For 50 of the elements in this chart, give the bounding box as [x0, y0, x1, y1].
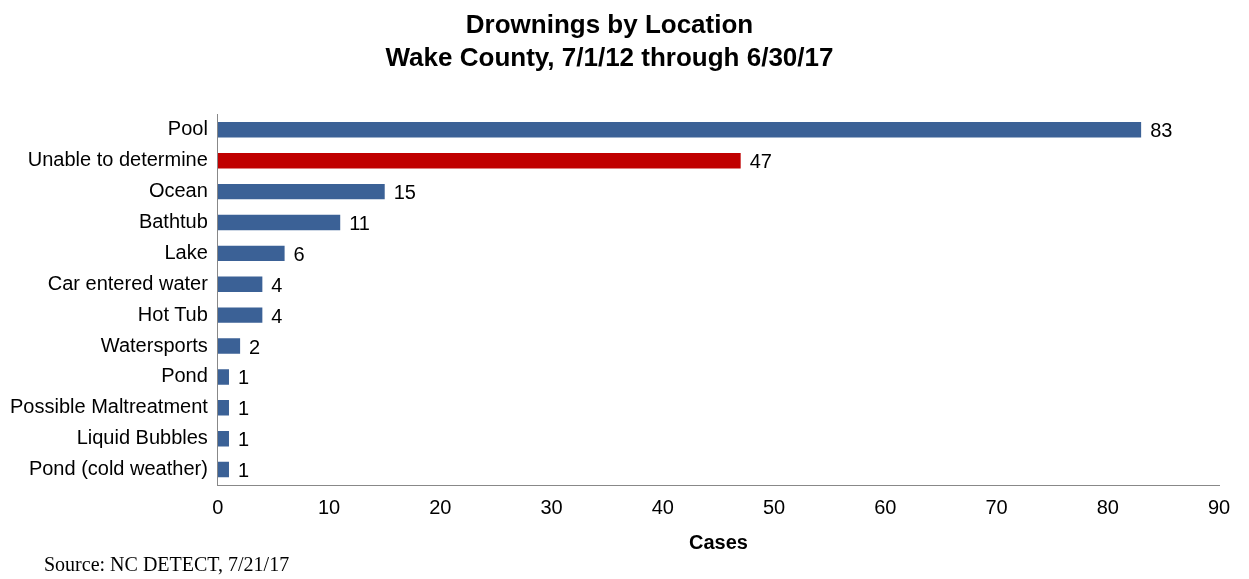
data-label: 11: [349, 212, 370, 235]
bar: [217, 369, 229, 385]
bar: [217, 153, 741, 169]
chart-title: Drownings by Location: [465, 8, 754, 39]
bar: [217, 307, 263, 323]
y-tick-label: Pool: [167, 117, 208, 140]
bar: [217, 214, 341, 231]
y-tick-label: Watersports: [100, 333, 208, 356]
x-tick-label: 0: [212, 495, 224, 518]
bar: [217, 276, 263, 292]
bar: [217, 400, 229, 416]
x-tick-label: 30: [540, 495, 563, 518]
bar: [217, 338, 241, 354]
data-label: 4: [271, 304, 283, 327]
y-tick-label: Ocean: [148, 179, 208, 202]
bar: [217, 461, 229, 478]
x-tick-label: 40: [651, 495, 674, 518]
bar: [217, 430, 229, 447]
x-tick-label: 60: [874, 495, 897, 518]
x-tick-label: 90: [1207, 495, 1231, 518]
y-tick-label: Car entered water: [47, 271, 209, 294]
x-tick-label: 50: [762, 495, 786, 518]
y-tick-label: Lake: [164, 240, 208, 263]
bar: [217, 122, 1142, 138]
data-label: 2: [249, 335, 261, 358]
x-tick-label: 70: [985, 495, 1008, 518]
data-label: 15: [393, 181, 416, 204]
data-label: 1: [237, 459, 250, 482]
data-label: 1: [237, 428, 250, 451]
data-label: 4: [271, 273, 283, 296]
x-tick-label: 20: [429, 495, 452, 518]
x-axis-title: Cases: [688, 530, 748, 553]
data-label: 47: [749, 150, 772, 173]
y-tick-label: Hot Tub: [137, 302, 208, 325]
y-tick-label: Pond (cold weather): [28, 457, 208, 480]
x-tick-label: 80: [1096, 495, 1119, 518]
bar: [217, 245, 285, 262]
data-label: 1: [237, 366, 250, 389]
y-tick-label: Pond: [161, 364, 208, 387]
data-label: 83: [1150, 119, 1173, 142]
y-tick-label: Unable to determine: [27, 148, 208, 171]
data-label: 6: [293, 242, 305, 265]
y-tick-label: Bathtub: [138, 210, 208, 233]
y-tick-label: Possible Maltreatment: [9, 395, 209, 418]
data-label: 1: [237, 397, 250, 420]
source-note: Source: NC DETECT, 7/21/17: [44, 553, 290, 576]
chart-subtitle: Wake County, 7/1/12 through 6/30/17: [385, 41, 834, 72]
x-tick-label: 10: [317, 495, 341, 518]
y-tick-label: Liquid Bubbles: [76, 426, 208, 449]
bar: [217, 183, 385, 200]
